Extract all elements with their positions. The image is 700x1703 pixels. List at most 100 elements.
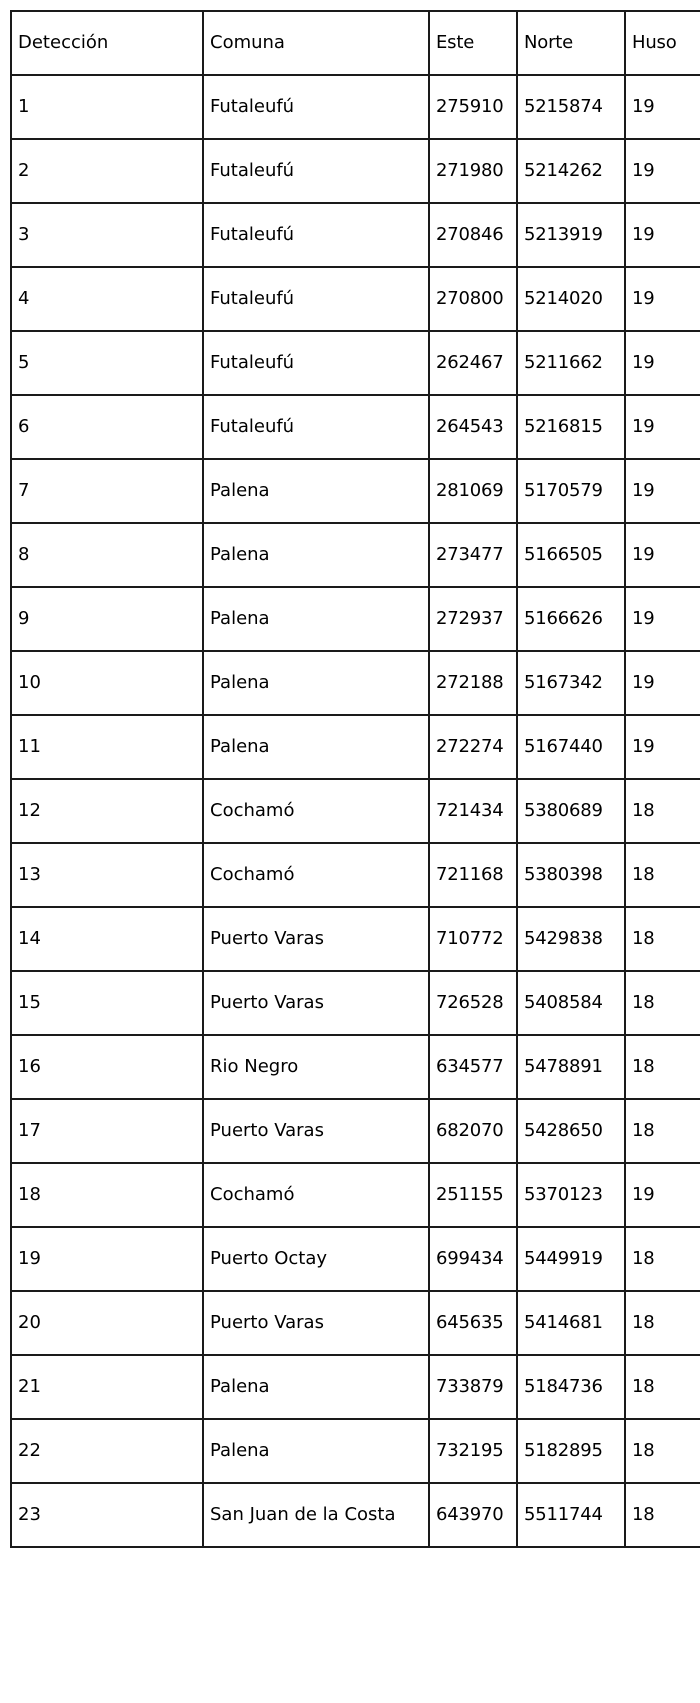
cell-este: 275910 [428, 74, 518, 140]
cell-comuna: Palena [202, 650, 430, 716]
cell-comuna: Palena [202, 522, 430, 588]
cell-este: 645635 [428, 1290, 518, 1356]
cell-deteccion: 23 [10, 1482, 204, 1548]
table-header-row: Detección Comuna Este Norte Huso [10, 10, 700, 76]
cell-deteccion: 6 [10, 394, 204, 460]
table-row: 21 Palena 733879 5184736 18 [10, 1354, 700, 1420]
cell-huso: 18 [624, 1418, 700, 1484]
cell-norte: 5370123 [516, 1162, 626, 1228]
table-row: 19 Puerto Octay 699434 5449919 18 [10, 1226, 700, 1292]
cell-comuna: Puerto Octay [202, 1226, 430, 1292]
table-row: 17 Puerto Varas 682070 5428650 18 [10, 1098, 700, 1164]
cell-norte: 5170579 [516, 458, 626, 524]
table-row: 6 Futaleufú 264543 5216815 19 [10, 394, 700, 460]
cell-deteccion: 14 [10, 906, 204, 972]
cell-deteccion: 2 [10, 138, 204, 204]
cell-deteccion: 16 [10, 1034, 204, 1100]
cell-este: 733879 [428, 1354, 518, 1420]
cell-este: 264543 [428, 394, 518, 460]
cell-huso: 18 [624, 842, 700, 908]
cell-este: 271980 [428, 138, 518, 204]
cell-huso: 19 [624, 74, 700, 140]
column-header-norte: Norte [516, 10, 626, 76]
cell-este: 272937 [428, 586, 518, 652]
cell-deteccion: 19 [10, 1226, 204, 1292]
cell-huso: 19 [624, 458, 700, 524]
cell-deteccion: 22 [10, 1418, 204, 1484]
cell-norte: 5184736 [516, 1354, 626, 1420]
table-body: 1 Futaleufú 275910 5215874 19 2 Futaleufú 27198… [10, 74, 700, 1548]
cell-norte: 5429838 [516, 906, 626, 972]
cell-huso: 19 [624, 522, 700, 588]
cell-norte: 5511744 [516, 1482, 626, 1548]
cell-huso: 18 [624, 906, 700, 972]
cell-huso: 18 [624, 1482, 700, 1548]
table-row: 14 Puerto Varas 710772 5429838 18 [10, 906, 700, 972]
table-row: 9 Palena 272937 5166626 19 [10, 586, 700, 652]
cell-este: 726528 [428, 970, 518, 1036]
table-row: 13 Cochamó 721168 5380398 18 [10, 842, 700, 908]
cell-este: 272188 [428, 650, 518, 716]
detecciones-table: Detección Comuna Este Norte Huso 1 Futale… [10, 10, 700, 1548]
table-row: 22 Palena 732195 5182895 18 [10, 1418, 700, 1484]
cell-huso: 19 [624, 330, 700, 396]
cell-comuna: Palena [202, 1354, 430, 1420]
cell-este: 682070 [428, 1098, 518, 1164]
cell-este: 251155 [428, 1162, 518, 1228]
cell-norte: 5213919 [516, 202, 626, 268]
cell-deteccion: 15 [10, 970, 204, 1036]
cell-norte: 5380689 [516, 778, 626, 844]
table-row: 18 Cochamó 251155 5370123 19 [10, 1162, 700, 1228]
cell-deteccion: 17 [10, 1098, 204, 1164]
cell-norte: 5214020 [516, 266, 626, 332]
cell-deteccion: 21 [10, 1354, 204, 1420]
table-row: 5 Futaleufú 262467 5211662 19 [10, 330, 700, 396]
cell-huso: 19 [624, 586, 700, 652]
cell-deteccion: 13 [10, 842, 204, 908]
cell-este: 262467 [428, 330, 518, 396]
table-row: 2 Futaleufú 271980 5214262 19 [10, 138, 700, 204]
cell-deteccion: 3 [10, 202, 204, 268]
cell-comuna: Puerto Varas [202, 906, 430, 972]
cell-norte: 5478891 [516, 1034, 626, 1100]
cell-comuna: Futaleufú [202, 74, 430, 140]
cell-comuna: Palena [202, 1418, 430, 1484]
cell-comuna: Palena [202, 458, 430, 524]
cell-norte: 5216815 [516, 394, 626, 460]
cell-norte: 5167440 [516, 714, 626, 780]
cell-este: 721168 [428, 842, 518, 908]
cell-comuna: Cochamó [202, 842, 430, 908]
cell-comuna: Palena [202, 586, 430, 652]
cell-comuna: San Juan de la Costa [202, 1482, 430, 1548]
cell-deteccion: 7 [10, 458, 204, 524]
table-row: 8 Palena 273477 5166505 19 [10, 522, 700, 588]
cell-deteccion: 10 [10, 650, 204, 716]
table-row: 4 Futaleufú 270800 5214020 19 [10, 266, 700, 332]
cell-este: 270846 [428, 202, 518, 268]
cell-huso: 19 [624, 138, 700, 204]
cell-deteccion: 20 [10, 1290, 204, 1356]
cell-huso: 19 [624, 394, 700, 460]
column-header-huso: Huso [624, 10, 700, 76]
column-header-este: Este [428, 10, 518, 76]
table-row: 10 Palena 272188 5167342 19 [10, 650, 700, 716]
cell-huso: 18 [624, 1290, 700, 1356]
cell-deteccion: 9 [10, 586, 204, 652]
cell-este: 281069 [428, 458, 518, 524]
table-header: Detección Comuna Este Norte Huso [10, 10, 700, 76]
cell-norte: 5449919 [516, 1226, 626, 1292]
table-row: 20 Puerto Varas 645635 5414681 18 [10, 1290, 700, 1356]
column-header-deteccion: Detección [10, 10, 204, 76]
cell-norte: 5215874 [516, 74, 626, 140]
cell-huso: 19 [624, 1162, 700, 1228]
cell-este: 270800 [428, 266, 518, 332]
cell-huso: 18 [624, 1226, 700, 1292]
cell-comuna: Cochamó [202, 1162, 430, 1228]
cell-norte: 5166505 [516, 522, 626, 588]
cell-huso: 19 [624, 650, 700, 716]
cell-norte: 5414681 [516, 1290, 626, 1356]
cell-este: 732195 [428, 1418, 518, 1484]
cell-comuna: Puerto Varas [202, 970, 430, 1036]
cell-comuna: Puerto Varas [202, 1098, 430, 1164]
